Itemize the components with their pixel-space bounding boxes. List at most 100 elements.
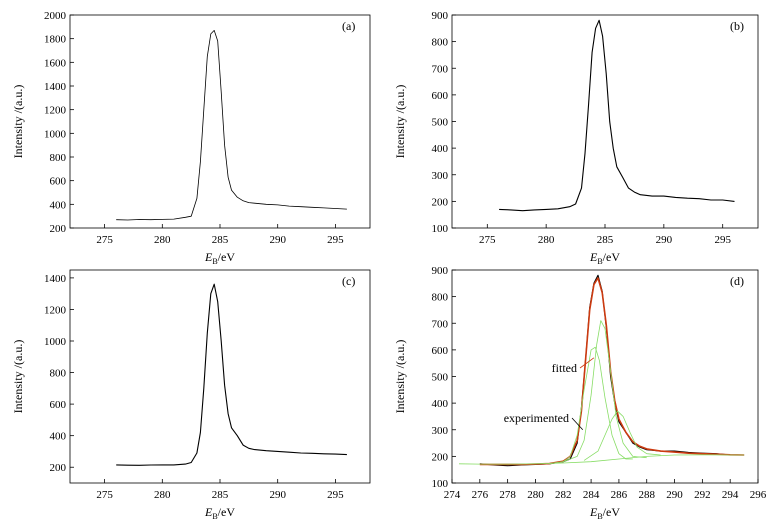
x-axis-label-symbol: E	[589, 505, 598, 519]
x-tick-label: 276	[472, 489, 489, 501]
y-tick-label: 300	[432, 170, 449, 182]
plot-frame	[451, 14, 759, 229]
y-tick-label: 200	[432, 196, 449, 208]
x-axis-label-unit: /eV	[218, 250, 236, 264]
x-tick-label: 285	[212, 489, 229, 501]
chart-panel-2: 275 280 285 290 295 100 200 300 400 500 600 700 800 9…	[393, 10, 759, 266]
x-axis-label: EB/eV	[589, 250, 620, 266]
y-tick-label: 600	[432, 345, 449, 357]
series-line-4	[563, 320, 647, 463]
annotation-experimented: experimented	[504, 411, 569, 425]
y-tick-label: 300	[432, 425, 449, 437]
y-tick-label: 900	[432, 265, 449, 277]
y-tick-label: 400	[50, 431, 67, 443]
x-tick-label: 290	[666, 489, 683, 501]
x-tick-label: 292	[694, 489, 711, 501]
series-line-2	[479, 277, 745, 466]
x-tick-label: 275	[479, 234, 496, 246]
series-line-5	[583, 410, 661, 461]
y-axis-label: Intensity /(a.u.)	[393, 340, 407, 414]
chart-panel-3: 275 280 285 290 295 200 400 600 800 1000 1200 1400 (…	[11, 269, 371, 521]
x-axis-label: EB/eV	[204, 250, 235, 266]
plot-frame	[451, 269, 759, 484]
annotation-leader-line	[571, 417, 584, 431]
panel-label: (d)	[730, 274, 744, 288]
plot-frame	[69, 269, 371, 484]
chart-panel-1: 275 280 285 290 295 200 400 600 800 1000 1200 1400 1…	[11, 10, 371, 266]
y-tick-label: 100	[432, 478, 449, 490]
x-axis-label-subscript: B	[212, 512, 217, 521]
x-tick-label: 275	[96, 489, 113, 501]
series-line-6	[458, 454, 745, 465]
y-tick-label: 800	[50, 152, 67, 164]
y-tick-label: 1400	[44, 273, 67, 285]
x-axis-label: EB/eV	[589, 505, 620, 521]
x-tick-label: 288	[638, 489, 655, 501]
x-tick-label: 290	[269, 489, 286, 501]
y-tick-label: 600	[50, 399, 67, 411]
x-tick-label: 280	[154, 489, 171, 501]
y-tick-label: 200	[50, 223, 67, 235]
y-tick-label: 800	[50, 368, 67, 380]
x-axis-label-subscript: B	[212, 257, 217, 266]
x-tick-label: 284	[583, 489, 600, 501]
y-tick-label: 200	[50, 462, 67, 474]
x-tick-label: 296	[750, 489, 767, 501]
y-tick-label: 700	[432, 318, 449, 330]
series-line-1	[116, 30, 347, 221]
x-tick-label: 282	[555, 489, 572, 501]
x-tick-label: 295	[714, 234, 731, 246]
x-axis-label-subscript: B	[597, 512, 602, 521]
x-tick-label: 274	[444, 489, 461, 501]
panel-label: (c)	[342, 274, 355, 288]
series-line-1	[479, 274, 745, 467]
x-tick-label: 295	[327, 489, 344, 501]
panel-label: (a)	[342, 19, 355, 33]
y-tick-label: 200	[432, 451, 449, 463]
y-tick-label: 700	[432, 63, 449, 75]
plot-frame	[69, 14, 371, 229]
x-tick-label: 286	[611, 489, 628, 501]
y-tick-label: 1000	[44, 336, 67, 348]
x-tick-label: 278	[499, 489, 516, 501]
x-tick-label: 285	[212, 234, 229, 246]
x-axis-label-subscript: B	[597, 257, 602, 266]
x-tick-label: 294	[722, 489, 739, 501]
y-tick-label: 600	[432, 90, 449, 102]
x-axis-label: EB/eV	[204, 505, 235, 521]
series-line-1	[499, 19, 735, 212]
y-tick-label: 1600	[44, 57, 67, 69]
y-tick-label: 1200	[44, 105, 67, 117]
x-axis-label-unit: /eV	[603, 505, 621, 519]
x-tick-label: 285	[597, 234, 614, 246]
y-tick-label: 400	[50, 199, 67, 211]
y-tick-label: 2000	[44, 10, 67, 22]
y-tick-label: 500	[432, 372, 449, 384]
x-axis-label-unit: /eV	[218, 505, 236, 519]
y-tick-label: 900	[432, 10, 449, 22]
y-tick-label: 400	[432, 143, 449, 155]
x-axis-label-symbol: E	[204, 250, 213, 264]
y-tick-label: 1400	[44, 81, 67, 93]
y-tick-label: 800	[432, 37, 449, 49]
y-tick-label: 1000	[44, 128, 67, 140]
x-tick-label: 280	[154, 234, 171, 246]
y-axis-label: Intensity /(a.u.)	[393, 85, 407, 159]
y-tick-label: 500	[432, 117, 449, 129]
annotation-fitted: fitted	[552, 361, 577, 375]
x-tick-label: 280	[527, 489, 544, 501]
series-line-3	[549, 346, 633, 464]
x-axis-label-unit: /eV	[603, 250, 621, 264]
y-tick-label: 100	[432, 223, 449, 235]
x-tick-label: 290	[269, 234, 286, 246]
chart-panel-4: 274 276 278 280 282 284 286 288 290 292 294 296 100 2…	[393, 265, 767, 521]
x-tick-label: 280	[538, 234, 555, 246]
series-line-1	[116, 283, 347, 466]
x-tick-label: 275	[96, 234, 113, 246]
y-tick-label: 1800	[44, 34, 67, 46]
y-tick-label: 600	[50, 176, 67, 188]
x-tick-label: 295	[327, 234, 344, 246]
annotation-leader-line	[579, 357, 595, 369]
y-tick-label: 800	[432, 292, 449, 304]
y-axis-label: Intensity /(a.u.)	[11, 340, 25, 414]
